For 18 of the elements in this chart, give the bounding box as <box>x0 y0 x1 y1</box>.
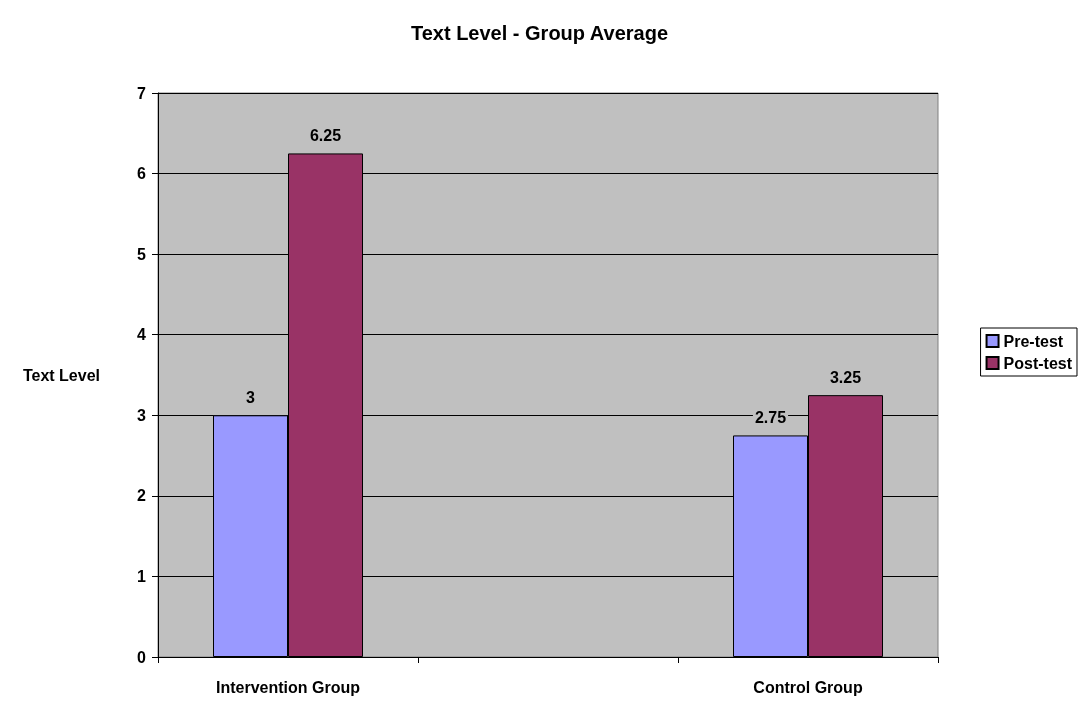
legend-label: Post-test <box>1003 354 1073 372</box>
x-tick-label: Intervention Group <box>216 678 361 696</box>
x-tick-label: Control Group <box>753 678 863 696</box>
y-tick-label: 6 <box>137 165 147 183</box>
y-tick-label: 1 <box>137 567 147 585</box>
data-label: 6.25 <box>309 126 342 144</box>
y-tick-label: 3 <box>137 406 147 424</box>
y-tick-label: 4 <box>137 326 147 344</box>
chart-title: Text Level - Group Average <box>410 22 669 44</box>
y-tick-label: 0 <box>137 648 147 666</box>
y-tick-label: 5 <box>137 245 147 263</box>
y-tick-label: 7 <box>137 84 147 102</box>
data-label: 3 <box>246 388 256 406</box>
y-axis-title: Text Level <box>22 366 100 384</box>
data-label: 3.25 <box>829 368 862 386</box>
data-label: 2.75 <box>754 408 787 426</box>
y-tick-label: 2 <box>137 487 147 505</box>
legend-label: Pre-test <box>1003 332 1064 350</box>
